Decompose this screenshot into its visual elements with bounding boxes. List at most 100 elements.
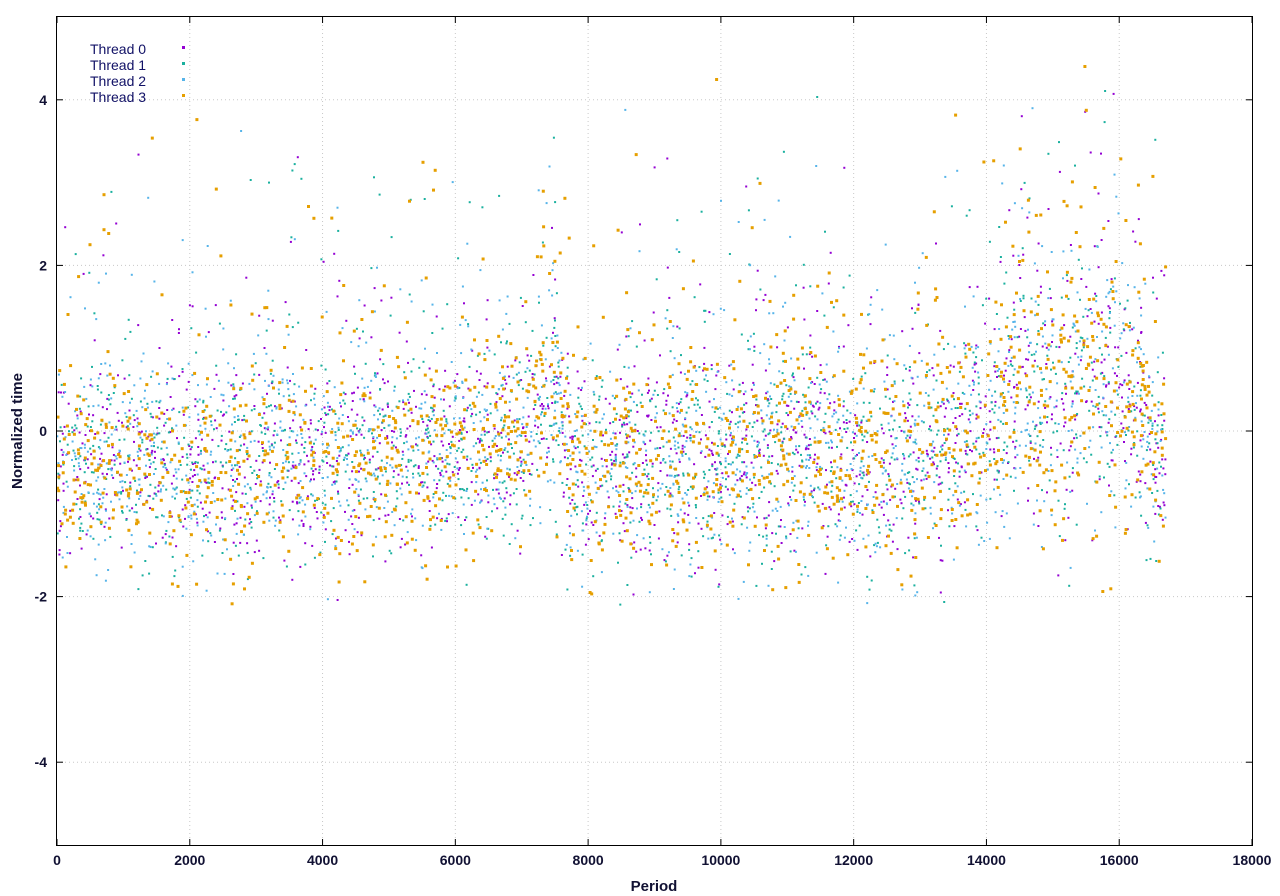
data-point — [1103, 121, 1106, 124]
data-point — [61, 432, 64, 435]
data-point — [999, 256, 1002, 258]
data-point — [393, 524, 396, 527]
data-point — [1070, 405, 1073, 408]
data-point — [353, 365, 356, 368]
data-point — [1156, 489, 1159, 492]
data-point — [768, 362, 771, 365]
data-point — [142, 352, 145, 355]
data-point — [179, 490, 183, 494]
data-point — [856, 424, 859, 427]
data-point — [815, 466, 818, 469]
data-point — [540, 324, 543, 327]
data-point — [1056, 449, 1059, 452]
data-point — [344, 529, 347, 532]
data-point — [572, 353, 575, 357]
data-point — [279, 420, 282, 423]
data-point — [909, 489, 912, 493]
data-point — [160, 447, 163, 450]
data-point — [975, 344, 978, 347]
data-point — [378, 517, 381, 520]
data-point — [813, 458, 816, 461]
data-point — [470, 348, 473, 351]
data-point — [786, 427, 789, 430]
data-point — [1007, 335, 1010, 337]
data-point — [1044, 324, 1046, 327]
data-point — [983, 540, 986, 542]
data-point — [978, 452, 981, 455]
data-point — [365, 480, 368, 483]
data-point — [1061, 392, 1064, 395]
data-point — [1156, 467, 1159, 470]
data-point — [679, 401, 682, 404]
data-point — [293, 413, 296, 416]
data-point — [741, 411, 744, 414]
data-point — [794, 393, 796, 395]
data-point — [912, 451, 915, 454]
data-point — [654, 416, 657, 419]
data-point — [726, 392, 729, 395]
data-point — [164, 541, 167, 544]
data-point — [243, 476, 246, 479]
data-point — [504, 378, 507, 381]
data-point — [1145, 559, 1148, 562]
data-point — [428, 416, 430, 419]
data-point — [678, 327, 681, 330]
data-point — [1108, 465, 1111, 468]
data-point — [1097, 395, 1100, 398]
data-point — [1151, 492, 1154, 494]
data-point — [467, 323, 470, 326]
data-point — [442, 475, 445, 478]
data-point — [833, 401, 836, 404]
data-point — [271, 359, 274, 362]
data-point — [627, 335, 630, 338]
data-point — [318, 468, 321, 471]
data-point — [104, 362, 107, 365]
data-point — [679, 371, 682, 374]
data-point — [768, 402, 771, 405]
data-point — [321, 477, 324, 479]
data-point — [978, 400, 981, 403]
data-point — [291, 464, 294, 467]
data-point — [62, 391, 65, 394]
data-point — [815, 551, 818, 554]
data-point — [615, 485, 618, 488]
data-point — [588, 591, 592, 594]
data-point — [79, 529, 82, 532]
data-point — [267, 482, 270, 485]
data-point — [84, 459, 86, 462]
data-point — [850, 441, 852, 444]
data-point — [435, 465, 437, 468]
data-point — [681, 518, 685, 522]
data-point — [926, 371, 928, 374]
data-point — [239, 516, 242, 519]
data-point — [1136, 381, 1139, 384]
data-point — [916, 404, 919, 407]
data-point — [614, 458, 617, 461]
data-point — [372, 472, 375, 475]
data-point — [167, 362, 170, 365]
data-point — [1055, 345, 1058, 348]
data-point — [262, 493, 265, 496]
data-point — [789, 496, 791, 498]
data-point — [71, 426, 74, 429]
data-point — [547, 407, 550, 410]
data-point — [222, 394, 225, 397]
data-point — [513, 419, 516, 422]
data-point — [781, 372, 784, 375]
data-point — [843, 506, 846, 509]
data-point — [265, 497, 268, 500]
data-point — [999, 420, 1002, 423]
data-point — [389, 482, 392, 485]
data-point — [723, 444, 726, 447]
data-point — [189, 489, 192, 492]
data-point — [657, 482, 660, 485]
data-point — [755, 404, 757, 407]
data-point — [718, 416, 721, 419]
data-point — [65, 454, 68, 456]
data-point — [718, 534, 721, 537]
data-point — [324, 540, 326, 543]
data-point — [708, 495, 711, 498]
data-point — [1058, 535, 1061, 538]
data-point — [260, 424, 262, 427]
data-point — [522, 427, 524, 430]
